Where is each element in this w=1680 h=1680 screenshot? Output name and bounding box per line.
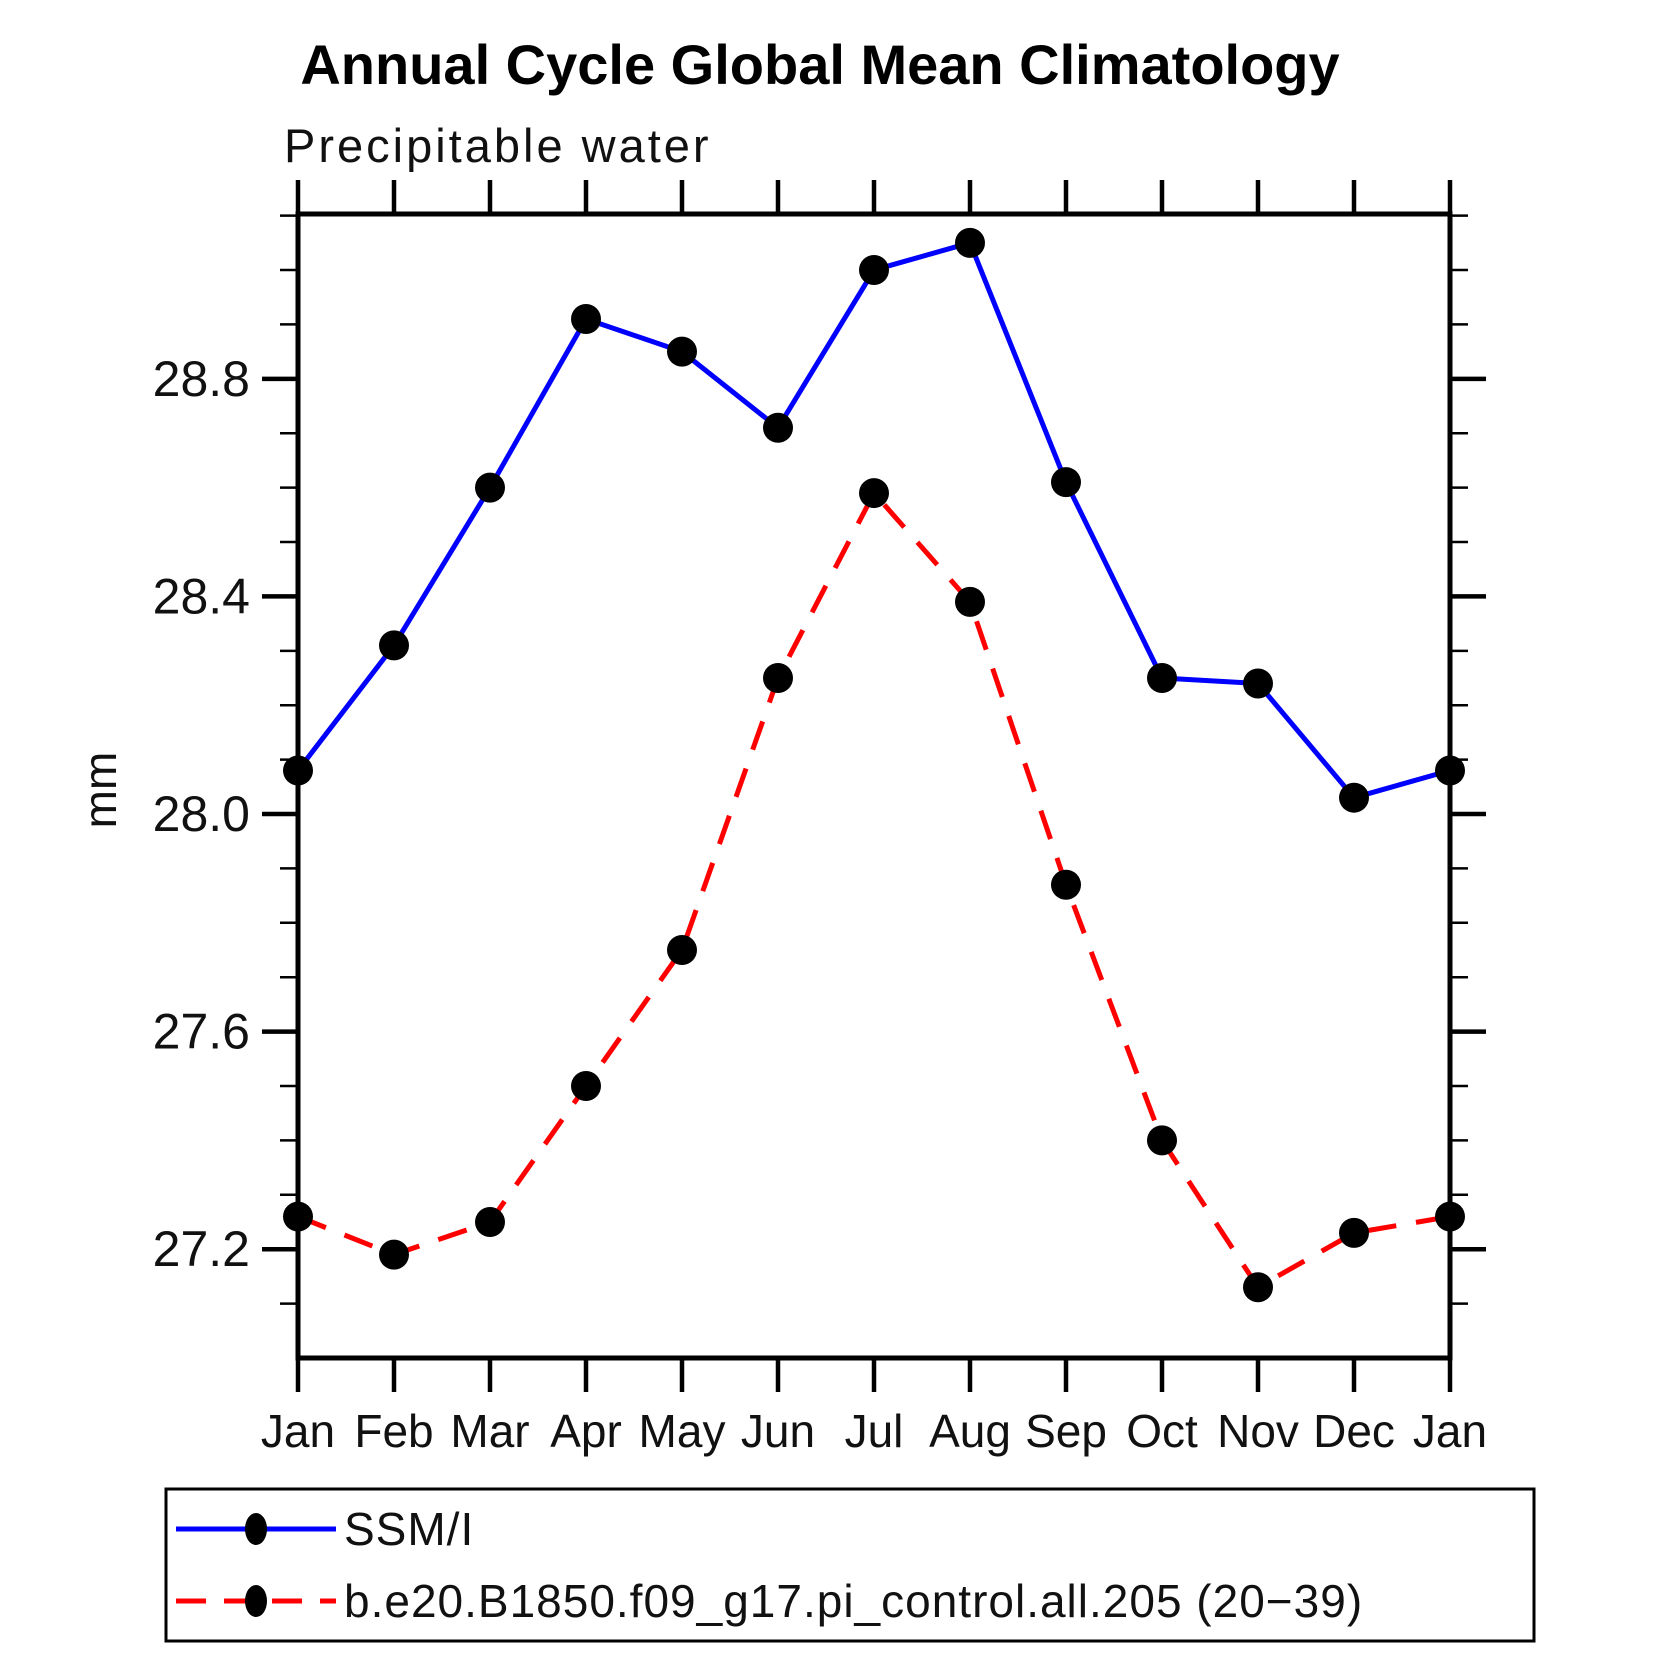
- x-axis-tick-label: Apr: [550, 1405, 622, 1457]
- x-axis-tick-label: Jun: [741, 1405, 815, 1457]
- data-point: [475, 472, 505, 503]
- legend-item-model: b.e20.B1850.f09_g17.pi_control.all.205 (…: [176, 1575, 1363, 1627]
- data-point: [1339, 1217, 1369, 1248]
- legend-marker: [245, 1585, 267, 1617]
- x-axis-tick-label: Jan: [1413, 1405, 1487, 1457]
- chart-title: Annual Cycle Global Mean Climatology: [300, 33, 1339, 96]
- data-point: [1051, 869, 1081, 900]
- data-point: [859, 255, 889, 286]
- data-point: [283, 755, 313, 786]
- x-axis-tick-label: Aug: [929, 1405, 1011, 1457]
- data-point: [1339, 782, 1369, 813]
- legend-marker: [245, 1513, 267, 1545]
- data-point: [955, 227, 985, 258]
- x-axis-tick-label: Nov: [1217, 1405, 1299, 1457]
- data-point: [859, 478, 889, 509]
- y-axis-tick-label: 28.8: [153, 351, 250, 407]
- series-line: [296, 240, 1451, 801]
- data-point: [667, 935, 697, 966]
- data-point: [475, 1207, 505, 1238]
- legend: SSM/I b.e20.B1850.f09_g17.pi_control.all.…: [164, 1487, 1536, 1643]
- x-axis-tick-label: Feb: [354, 1405, 433, 1457]
- data-point: [1147, 663, 1177, 694]
- x-axis-tick-label: Jan: [261, 1405, 335, 1457]
- axes: [262, 180, 1486, 1392]
- data-point: [1435, 755, 1465, 786]
- data-point: [1147, 1125, 1177, 1156]
- data-point: [1243, 1272, 1273, 1303]
- data-point: [571, 1071, 601, 1102]
- data-point: [763, 663, 793, 694]
- legend-box: [164, 1487, 1536, 1643]
- y-axis-label: mm: [74, 752, 126, 829]
- chart-subtitle: Precipitable water: [284, 119, 712, 172]
- legend-item-ssmi: SSM/I: [176, 1503, 474, 1555]
- data-point: [1051, 467, 1081, 498]
- y-axis-tick-label: 27.2: [153, 1221, 250, 1277]
- x-axis-tick-label: Jul: [845, 1405, 904, 1457]
- legend-label: b.e20.B1850.f09_g17.pi_control.all.205 (…: [344, 1575, 1363, 1627]
- data-point: [763, 412, 793, 443]
- y-axis-tick-label: 28.4: [153, 568, 250, 624]
- x-axis-tick-label: Dec: [1313, 1405, 1395, 1457]
- y-axis-tick-label: 27.6: [153, 1004, 250, 1060]
- x-axis-tick-label: Sep: [1025, 1405, 1107, 1457]
- data-point: [955, 586, 985, 617]
- x-axis-tick-label: Oct: [1126, 1405, 1198, 1457]
- data-point: [1435, 1201, 1465, 1232]
- plot-frame: [295, 211, 1453, 1361]
- data-point: [667, 336, 697, 367]
- series-model: [283, 478, 1465, 1303]
- data-point: [379, 630, 409, 661]
- x-axis-tick-label: Mar: [450, 1405, 529, 1457]
- data-point: [283, 1201, 313, 1232]
- x-axis-tick-label: May: [639, 1405, 726, 1457]
- series-ssmi: [283, 227, 1465, 813]
- legend-label: SSM/I: [344, 1503, 474, 1555]
- y-axis-tick-label: 28.0: [153, 786, 250, 842]
- series-line: [297, 490, 1451, 1290]
- data-point: [1243, 668, 1273, 699]
- data-point: [379, 1239, 409, 1270]
- data-point: [571, 303, 601, 334]
